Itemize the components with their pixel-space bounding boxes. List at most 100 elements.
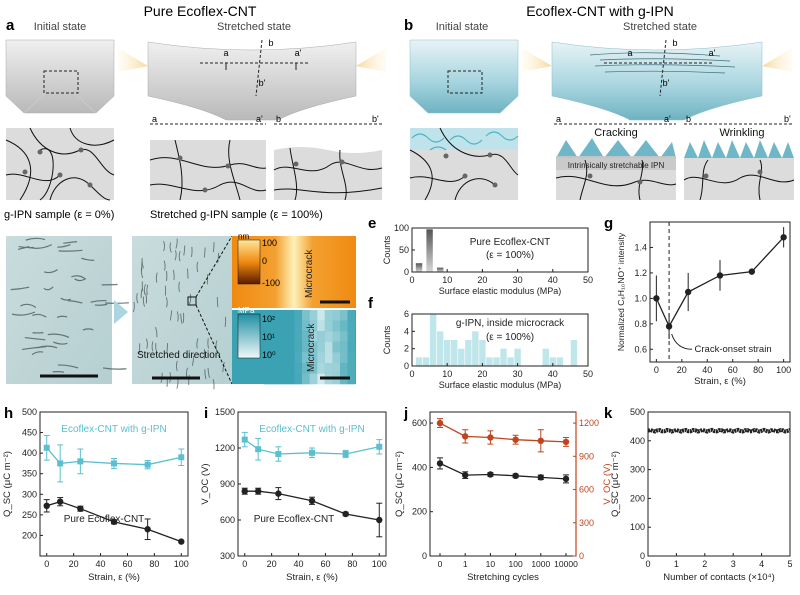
chart-i-ytick-label: 1500 (215, 407, 235, 417)
chart-f-bar (423, 357, 429, 366)
modulus-pixel (287, 342, 295, 353)
mark-a-top-b: a (627, 48, 632, 58)
chart-j-series-line (440, 463, 566, 479)
chart-k-xtick-label: 4 (759, 559, 764, 569)
modulus-pixel (294, 310, 302, 321)
chart-h-xtick-label: 80 (149, 559, 159, 569)
modulus-pixel (294, 331, 302, 342)
chart-h-ytick-label: 500 (22, 407, 37, 417)
label-stretched-direction: Stretched direction (137, 350, 220, 361)
mark-b-top: b (268, 38, 273, 48)
wrinkle-line (53, 372, 64, 373)
modulus-pixel (340, 342, 348, 353)
chart-h-xlabel: Strain, ε (%) (88, 572, 140, 583)
chart-g-point (653, 295, 659, 301)
mpa-tick-2: 10² (262, 314, 275, 324)
chart-j-xtick-label: 10000 (554, 559, 578, 569)
chart-e-xtick-label: 20 (477, 275, 487, 285)
chart-g-point (749, 268, 755, 274)
chart-i-point (255, 488, 261, 494)
stretched-block-b: a a' b b' (522, 38, 792, 120)
modulus-pixel (348, 310, 356, 321)
panel-letter-i: i (204, 405, 208, 422)
chart-h-point (178, 454, 184, 460)
chart-i-point (309, 498, 315, 504)
chart-k-xtick-label: 2 (702, 559, 707, 569)
chart-f-bar (507, 357, 513, 366)
chart-j-point (538, 438, 544, 444)
mark-b-cut: b (276, 114, 281, 124)
modulus-pixel (287, 352, 295, 363)
panel-letter-j: j (403, 405, 408, 422)
chart-k-ytick-label: 100 (630, 522, 645, 532)
initial-block-a (6, 40, 114, 113)
modulus-pixel (279, 321, 287, 332)
chart-e-ylabel: Counts (382, 235, 392, 264)
title-c: g-IPN sample (ε = 0%) (4, 209, 114, 221)
chart-i-xtick-label: 0 (242, 559, 247, 569)
initial-block-b (410, 40, 518, 113)
chart-h-xtick-label: 60 (122, 559, 132, 569)
chart-f-xtick-label: 0 (409, 369, 414, 379)
chart-f-ytick-label: 0 (404, 361, 409, 371)
chart-g-point (685, 289, 691, 295)
chart-g-xtick-label: 20 (677, 365, 687, 375)
chart-h-ytick-label: 350 (22, 469, 37, 479)
chart-h-point (144, 526, 150, 532)
chart-h-xtick-label: 100 (174, 559, 189, 569)
modulus-pixel (310, 374, 318, 385)
chart-i-xtick-label: 60 (320, 559, 330, 569)
chart-f-bar (416, 357, 422, 366)
chart-e-subtitle: (ε = 100%) (486, 250, 534, 261)
modulus-pixel (332, 321, 340, 332)
chart-j-point (563, 439, 569, 445)
modulus-pixel (287, 321, 295, 332)
chart-j-ytick-right-label: 900 (579, 451, 594, 461)
chart-g-point (780, 234, 786, 240)
mpa-tick-1: 10¹ (262, 332, 275, 342)
chart-g-ytick-label: 0.8 (634, 319, 647, 329)
chart-j-point (563, 476, 569, 482)
state-initial-b: Initial state (436, 21, 489, 33)
chart-j-xtick-label: 100 (509, 559, 523, 569)
modulus-pixel (302, 374, 310, 385)
chart-f-bar (543, 349, 549, 366)
modulus-pixel (287, 331, 295, 342)
chart-g-point (717, 272, 723, 278)
chart-i-xtick-label: 80 (347, 559, 357, 569)
modulus-pixel (325, 321, 333, 332)
chart-g-ytick-label: 1.4 (634, 242, 647, 252)
network-initial-a (6, 128, 114, 200)
chart-i-point (343, 451, 349, 457)
modulus-pixel (287, 363, 295, 374)
mark-a-cut: a (152, 114, 157, 124)
nm-tick-neg100: -100 (262, 278, 280, 288)
chart-f-ytick-label: 2 (404, 344, 409, 354)
header-gipn: Ecoflex-CNT with g-IPN (526, 3, 674, 19)
chart-i-point (309, 450, 315, 456)
chart-h-ytick-label: 450 (22, 428, 37, 438)
chart-j-xtick-label: 1 (463, 559, 468, 569)
modulus-pixel (332, 352, 340, 363)
state-stretched-a: Stretched state (217, 21, 291, 33)
mpa-tick-0: 10⁰ (262, 350, 276, 360)
micrograph-c (6, 236, 129, 384)
chart-g-xtick-label: 60 (728, 365, 738, 375)
chart-e-ytick-label: 0 (404, 267, 409, 277)
chart-e-ytick-label: 100 (394, 223, 409, 233)
chart-j-ytick-left-label: 400 (412, 462, 427, 472)
modulus-pixel (332, 331, 340, 342)
chart-i-point (242, 488, 248, 494)
chart-k-xtick-label: 3 (731, 559, 736, 569)
modulus-pixel (264, 374, 272, 385)
chart-f-bar (451, 340, 457, 366)
chart-i-ytick-label: 600 (220, 515, 235, 525)
modulus-pixel (264, 363, 272, 374)
chart-h-xtick-label: 20 (69, 559, 79, 569)
mark-b-top-b: b (672, 38, 677, 48)
panel-letter-f: f (368, 295, 374, 312)
modulus-pixel (317, 342, 325, 353)
